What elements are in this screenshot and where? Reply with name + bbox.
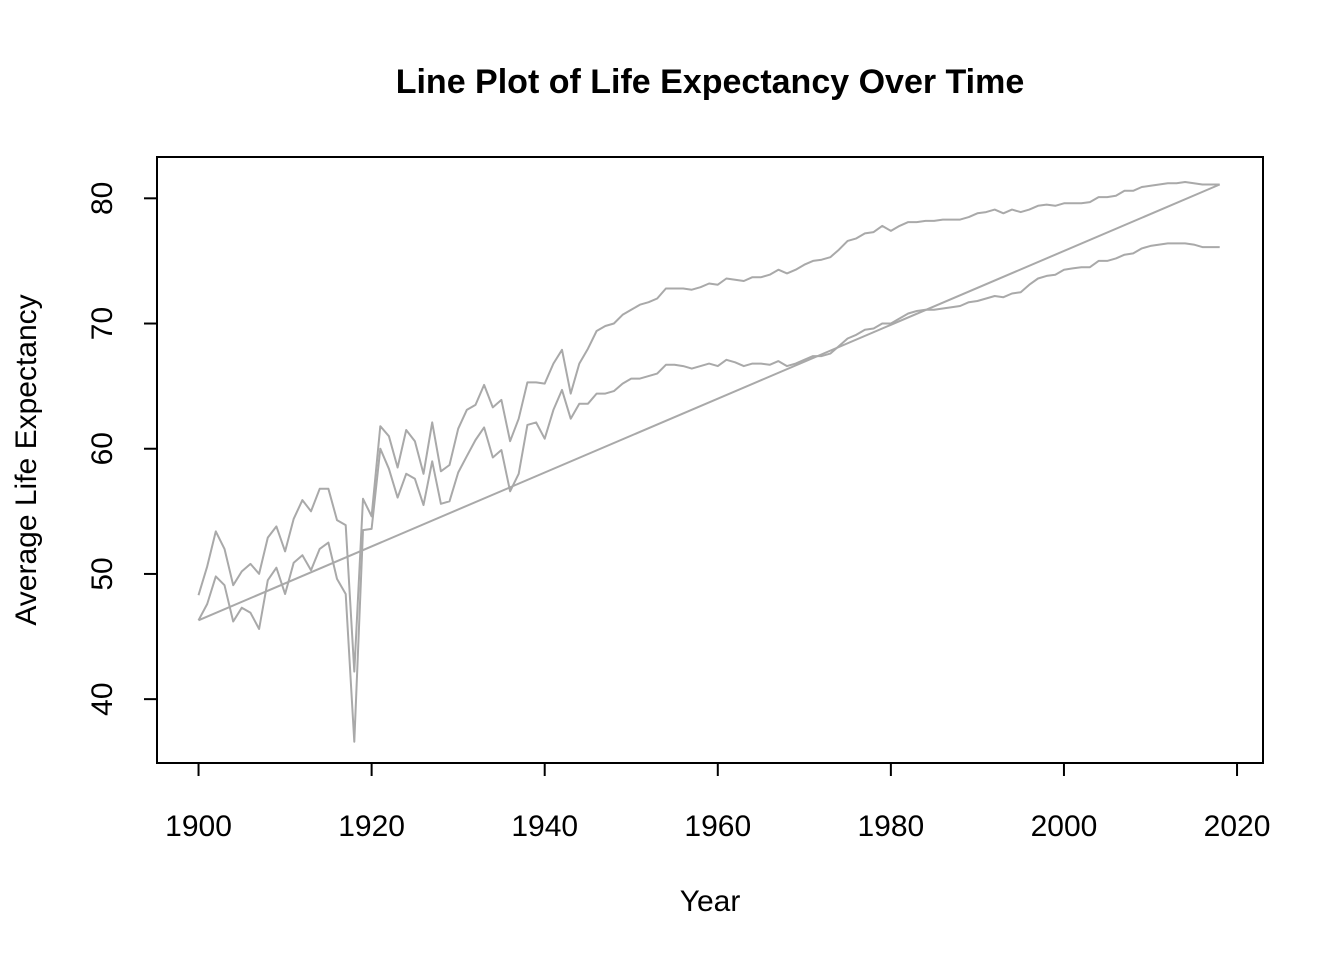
x-tick-label: 1900 [165, 810, 232, 843]
x-tick-label: 2020 [1204, 810, 1271, 843]
series-line-3 [198, 183, 1221, 622]
y-tick-label: 40 [86, 682, 119, 715]
y-axis: 40 50 60 70 80 [86, 182, 158, 716]
plot-frame [156, 156, 1264, 764]
x-axis-label: Year [680, 885, 741, 918]
x-tick-label: 1960 [684, 810, 751, 843]
y-axis-label: Average Life Expectancy [10, 294, 43, 625]
x-tick-label: 1920 [338, 810, 405, 843]
series-layer [197, 181, 1221, 743]
chart-title: Line Plot of Life Expectancy Over Time [396, 63, 1025, 101]
x-tick-label: 1980 [857, 810, 924, 843]
x-tick-label: 1940 [511, 810, 578, 843]
series-line-1 [197, 181, 1220, 673]
x-tick-label: 2000 [1031, 810, 1098, 843]
y-tick-label: 50 [86, 557, 119, 590]
series-line-2 [197, 242, 1220, 743]
x-axis: 1900 1920 1940 1960 1980 2000 2020 [165, 762, 1271, 843]
y-tick-label: 60 [86, 432, 119, 465]
y-tick-label: 70 [86, 307, 119, 340]
y-tick-label: 80 [86, 182, 119, 215]
